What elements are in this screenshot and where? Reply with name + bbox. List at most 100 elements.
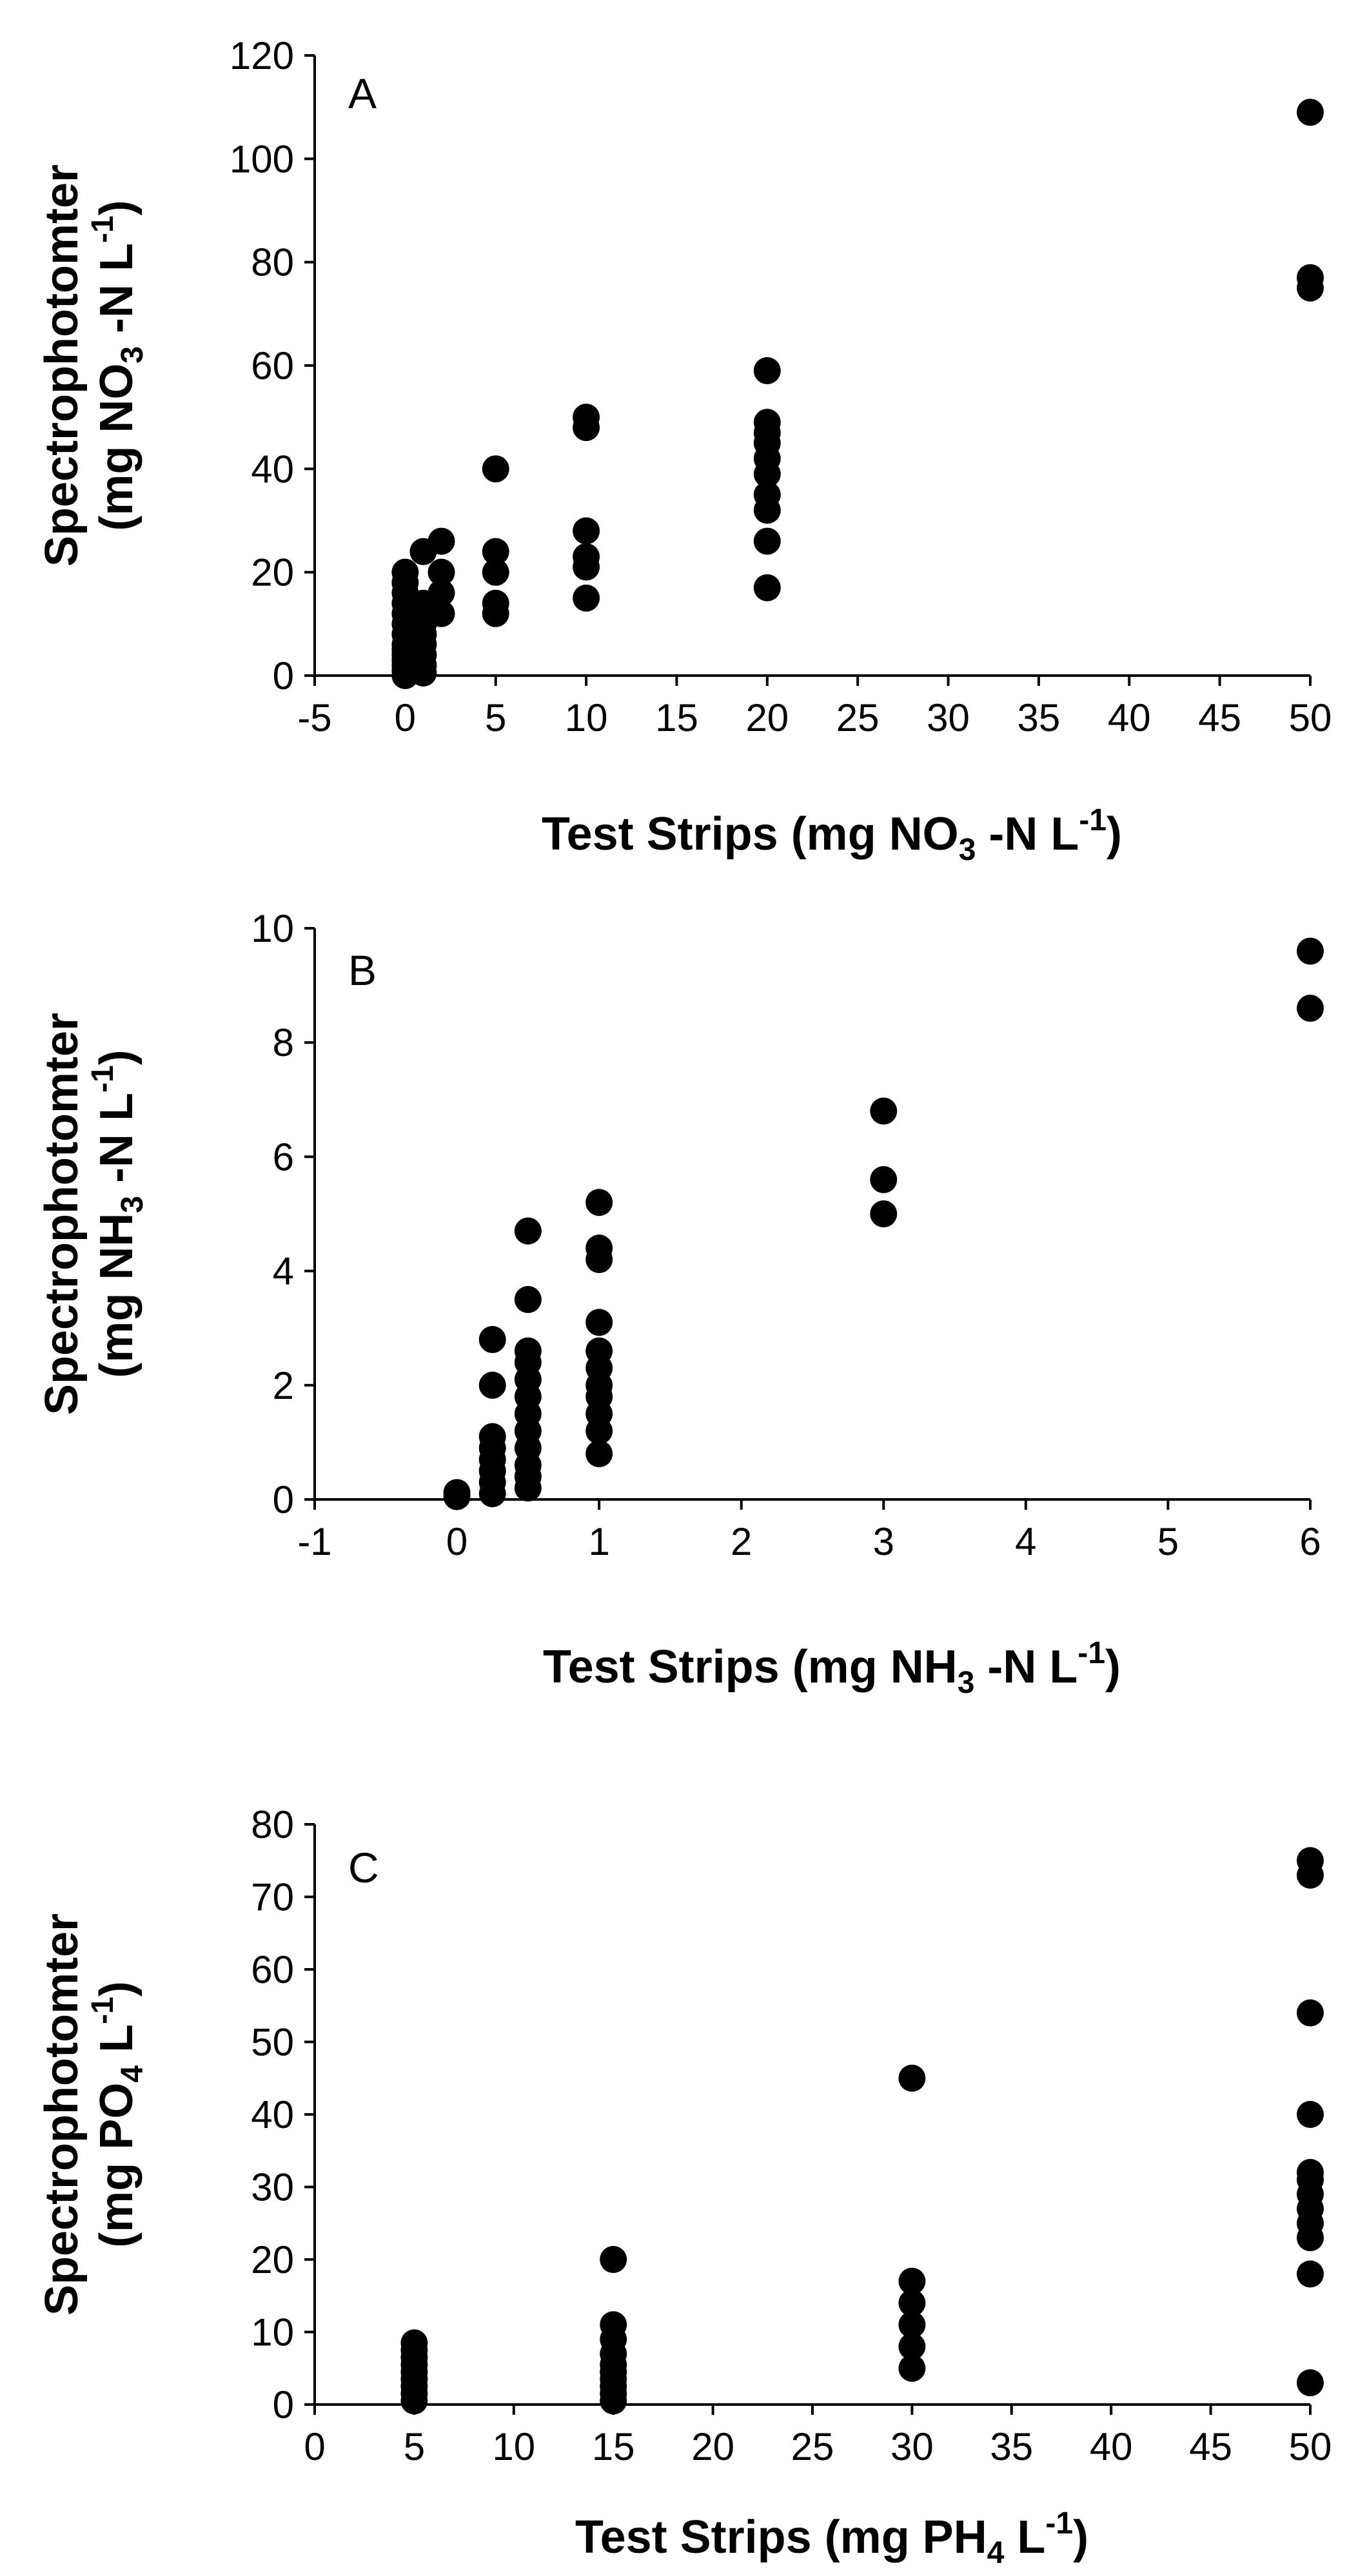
panel-b-data-point — [478, 1371, 506, 1399]
panel-b-data-point — [870, 1200, 898, 1227]
panel-c-label: C — [348, 1844, 379, 1891]
panel-c-data-point — [1297, 2369, 1324, 2397]
panel-b-x-ticks: -1 0 1 2 3 4 5 6 — [297, 1499, 1321, 1563]
panel-a-data-point — [573, 404, 600, 431]
panel-c-data-point — [898, 2289, 926, 2317]
panel-b-data-point — [478, 1423, 506, 1450]
panel-b-y-title-line2: (mg NH3 -N L-1) — [86, 1049, 150, 1378]
panel-a-y-tick-label: 60 — [251, 344, 294, 387]
panel-a-data-point — [573, 584, 600, 612]
panel-b-x-tick-label: -1 — [297, 1520, 331, 1563]
panel-c-y-tick-label: 70 — [251, 1876, 294, 1919]
panel-c-y-tick-label: 60 — [251, 1948, 294, 1991]
panel-a-data-point — [482, 455, 509, 483]
panel-b-data-point — [870, 1097, 898, 1125]
panel-c-y-ticks: 0 10 20 30 40 50 60 70 80 — [251, 1803, 315, 2426]
panel-b-data-point — [585, 1309, 613, 1336]
panel-c-x-tick-label: 40 — [1090, 2425, 1133, 2468]
panel-b-y-tick-label: 10 — [251, 907, 294, 950]
panel-a-data-point — [428, 579, 455, 607]
panel-c-x-tick-label: 10 — [492, 2425, 535, 2468]
panel-a-y-tick-label: 120 — [230, 34, 294, 77]
panel-a-data-point — [391, 558, 419, 586]
panel-c-x-tick-label: 35 — [990, 2425, 1033, 2468]
panel-a-y-title-line1: Spectrophotomter — [36, 164, 88, 567]
panel-b-data-point — [585, 1440, 613, 1468]
panel-a-data-point — [753, 409, 781, 436]
panel-b-x-title: Test Strips (mg NH3 -N L-1) — [543, 1636, 1121, 1700]
panel-c-y-tick-label: 0 — [273, 2383, 294, 2426]
panel-c-x-tick-label: 0 — [304, 2425, 325, 2468]
panel-a-y-tick-label: 0 — [273, 654, 294, 698]
panel-c-data-point — [600, 2311, 627, 2339]
panel-b-data-point — [585, 1189, 613, 1216]
panel-b-y-tick-label: 6 — [273, 1135, 294, 1178]
panel-c-data-point — [898, 2064, 926, 2092]
panel-b-points — [443, 937, 1324, 1510]
panel-a-y-tick-label: 20 — [251, 551, 294, 594]
panel-b-data-point — [870, 1166, 898, 1193]
panel-c-y-tick-label: 50 — [251, 2021, 294, 2064]
panel-a-data-point — [753, 481, 781, 509]
panel-b-data-point — [478, 1325, 506, 1353]
panel-b-x-tick-label: 2 — [731, 1520, 752, 1563]
panel-a-data-point — [428, 600, 455, 627]
panel-a-x-tick-label: 10 — [565, 696, 608, 739]
panel-a-y-title-line2: (mg NO3 -N L-1) — [86, 200, 150, 531]
panel-a-data-point — [482, 558, 509, 586]
panel-a-data-point — [573, 517, 600, 545]
panel-c-data-point — [898, 2267, 926, 2295]
panel-a-data-point — [573, 543, 600, 571]
panel-b-x-tick-label: 6 — [1299, 1520, 1321, 1563]
panel-c-y-title-line1: Spectrophotomter — [36, 1913, 88, 2316]
panel-c-data-point — [1297, 2159, 1324, 2186]
panel-c-x-title: Test Strips (mg PH4 L-1) — [575, 2506, 1088, 2570]
panel-b-data-point — [514, 1285, 542, 1313]
panel-b-y-tick-label: 8 — [273, 1021, 294, 1064]
panel-a-x-tick-label: 45 — [1198, 696, 1241, 739]
panel-a-x-ticks: -5 0 5 10 15 20 25 30 35 40 45 50 — [297, 676, 1332, 739]
panel-c: 0 5 10 15 20 25 30 35 40 45 50 0 10 20 30 40 50 60 70 80 C… — [36, 1803, 1332, 2570]
panel-c-y-tick-label: 20 — [251, 2238, 294, 2281]
panel-c-x-tick-label: 50 — [1289, 2425, 1332, 2468]
panel-c-points — [400, 1847, 1324, 2415]
panel-a-x-tick-label: -5 — [297, 696, 331, 739]
panel-a-x-tick-label: 30 — [927, 696, 970, 739]
panel-a-y-ticks: 0 20 40 60 80 100 120 — [230, 34, 315, 698]
panel-b-x-tick-label: 5 — [1157, 1520, 1179, 1563]
panel-a-data-point — [753, 527, 781, 555]
panel-a-label: A — [348, 70, 377, 117]
panel-c-x-ticks: 0 5 10 15 20 25 30 35 40 45 50 — [304, 2405, 1332, 2468]
panel-c-data-point — [898, 2333, 926, 2360]
panel-c-y-tick-label: 30 — [251, 2166, 294, 2209]
panel-c-y-tick-label: 10 — [251, 2311, 294, 2354]
panel-c-data-point — [600, 2246, 627, 2273]
panel-b-x-tick-label: 1 — [588, 1520, 609, 1563]
panel-c-data-point — [1297, 2260, 1324, 2288]
panel-c-x-tick-label: 30 — [890, 2425, 934, 2468]
panel-c-x-tick-label: 5 — [404, 2425, 425, 2468]
panel-c-data-point — [898, 2311, 926, 2339]
panel-a-x-tick-label: 25 — [836, 696, 880, 739]
panel-b-y-title-line1: Spectrophotomter — [36, 1013, 88, 1415]
panel-a-x-tick-label: 20 — [745, 696, 789, 739]
panel-b-data-point — [585, 1234, 613, 1262]
panel-c-x-tick-label: 25 — [791, 2425, 834, 2468]
panel-a-y-tick-label: 100 — [230, 137, 294, 181]
panel-c-y-tick-label: 80 — [251, 1803, 294, 1846]
panel-c-data-point — [898, 2354, 926, 2382]
panel-a-data-point — [428, 527, 455, 555]
panel-b-x-tick-label: 3 — [873, 1520, 894, 1563]
panel-b-y-ticks: 0 2 4 6 8 10 — [251, 907, 315, 1521]
panel-c-x-tick-label: 20 — [691, 2425, 734, 2468]
panel-b-label: B — [348, 946, 377, 994]
panel-c-data-point — [1297, 2101, 1324, 2128]
panel-a-data-point — [753, 357, 781, 385]
panel-c-x-tick-label: 45 — [1189, 2425, 1232, 2468]
panel-a-y-tick-label: 80 — [251, 241, 294, 284]
panel-a-x-tick-label: 50 — [1289, 696, 1332, 739]
panel-b-data-point — [443, 1479, 471, 1507]
panel-c-data-point — [1297, 1999, 1324, 2027]
panel-a-x-tick-label: 35 — [1018, 696, 1061, 739]
